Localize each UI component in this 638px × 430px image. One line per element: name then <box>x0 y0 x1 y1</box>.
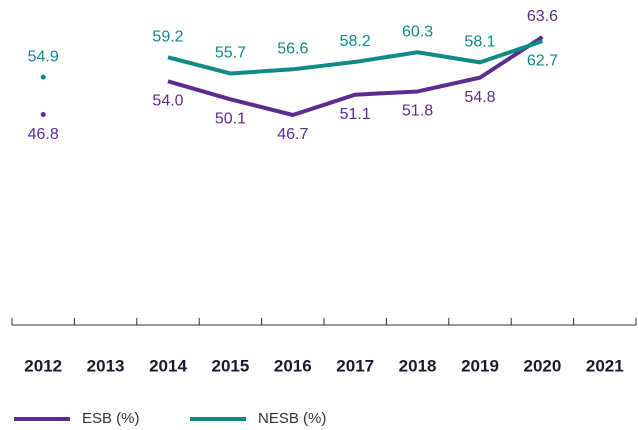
x-tick-label: 2018 <box>399 356 437 375</box>
data-label: 59.2 <box>152 29 183 46</box>
data-label: 54.0 <box>152 93 183 110</box>
data-label: 50.1 <box>215 111 246 128</box>
data-label: 62.7 <box>527 52 558 69</box>
x-tick-label: 2021 <box>586 356 624 375</box>
point <box>40 74 46 80</box>
x-tick-label: 2014 <box>149 356 187 375</box>
x-tick-label: 2015 <box>211 356 249 375</box>
x-tick-label: 2012 <box>24 356 62 375</box>
legend-label: ESB (%) <box>82 410 140 427</box>
data-label: 56.6 <box>277 41 308 58</box>
data-label: 51.8 <box>402 103 433 120</box>
x-tick-label: 2013 <box>87 356 125 375</box>
legend-label: NESB (%) <box>258 410 326 427</box>
data-label: 46.8 <box>28 126 59 143</box>
line <box>167 35 544 117</box>
x-tick-label: 2019 <box>461 356 499 375</box>
data-label: 54.8 <box>464 89 495 106</box>
data-label: 54.9 <box>28 48 59 65</box>
data-label: 51.1 <box>340 106 371 123</box>
data-label: 63.6 <box>527 8 558 25</box>
data-label: 58.1 <box>464 34 495 51</box>
line <box>167 39 544 76</box>
data-label: 58.2 <box>340 33 371 50</box>
data-label: 46.7 <box>277 126 308 143</box>
data-label: 55.7 <box>215 45 246 62</box>
point <box>40 112 46 118</box>
data-label: 60.3 <box>402 23 433 40</box>
x-tick-label: 2020 <box>523 356 561 375</box>
x-tick-label: 2016 <box>274 356 312 375</box>
x-tick-label: 2017 <box>336 356 374 375</box>
